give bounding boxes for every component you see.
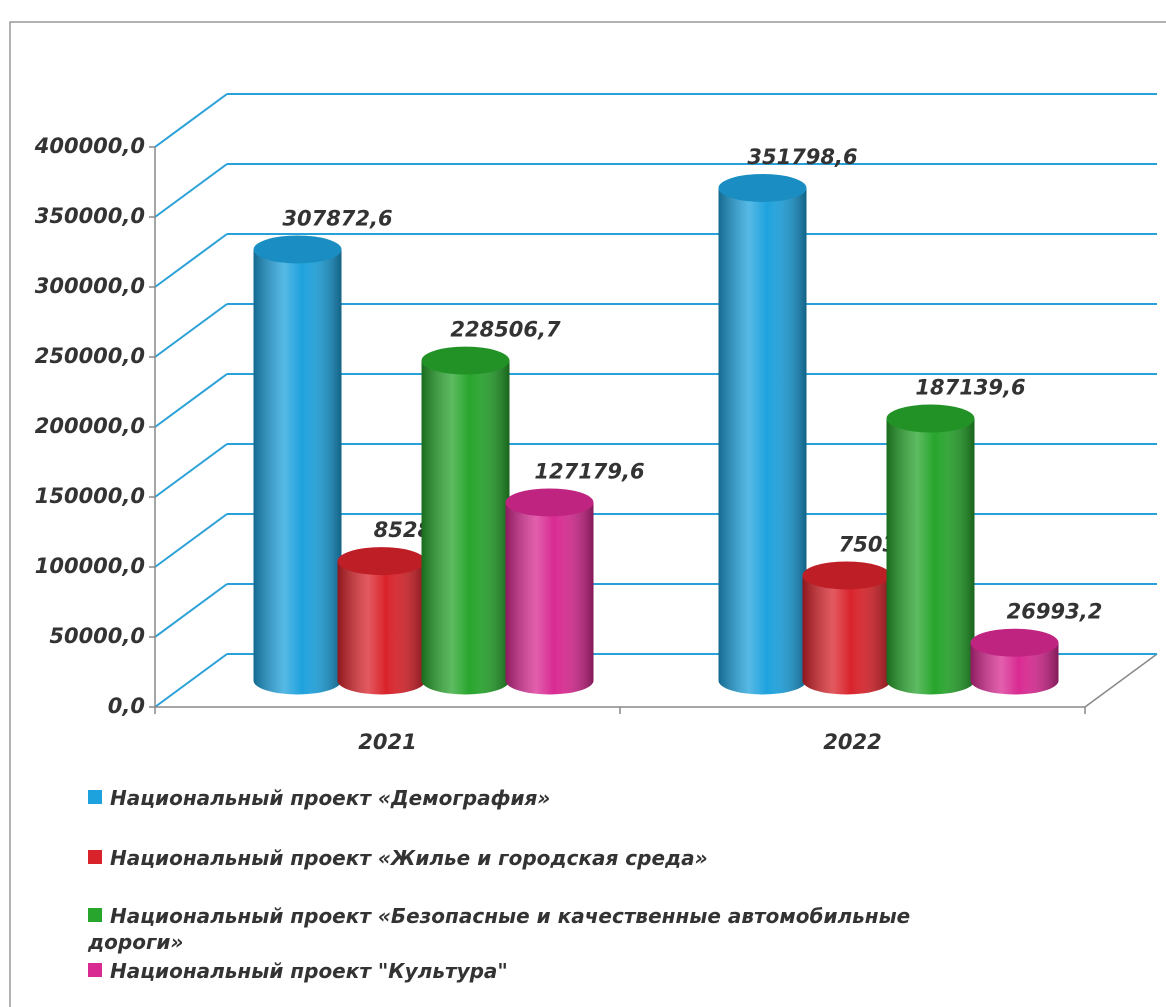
cylinder-top-shade bbox=[802, 561, 891, 590]
x-tick-label: 2022 bbox=[823, 730, 881, 754]
y-tick-label: 150000,0 bbox=[35, 484, 145, 508]
cylinder-shade bbox=[421, 360, 510, 695]
y-tick-label: 300000,0 bbox=[35, 274, 145, 298]
y-tick-label: 0,0 bbox=[108, 694, 145, 718]
grid-diagonal bbox=[154, 583, 228, 638]
cylinder-top bbox=[421, 346, 510, 375]
floor-edge bbox=[1084, 653, 1158, 708]
cylinder bbox=[337, 547, 426, 695]
value-label: 127179,6 bbox=[534, 459, 644, 483]
cylinder-top-shade bbox=[253, 235, 342, 264]
cylinder-top bbox=[802, 561, 891, 590]
value-label: 228506,7 bbox=[450, 318, 561, 342]
cylinder-top bbox=[253, 235, 342, 264]
grid-diagonal bbox=[154, 163, 228, 218]
legend-label: Национальный проект «Жилье и городская с… bbox=[110, 846, 708, 870]
legend-entry: Национальный проект "Культура" bbox=[88, 958, 968, 984]
legend-entry: Национальный проект «Безопасные и качест… bbox=[88, 903, 968, 955]
legend-swatch bbox=[88, 790, 102, 804]
value-label: 187139,6 bbox=[915, 376, 1025, 400]
cylinder-top-shade bbox=[505, 488, 594, 517]
cylinder-shade bbox=[802, 575, 891, 695]
grid-diagonal bbox=[154, 513, 228, 568]
cylinder-top-shade bbox=[718, 173, 807, 202]
cylinder-top bbox=[970, 628, 1059, 657]
grid-diagonal bbox=[154, 303, 228, 358]
legend-label: Национальный проект "Культура" bbox=[110, 959, 508, 983]
y-tick-label: 100000,0 bbox=[35, 554, 145, 578]
grid-diagonal bbox=[154, 93, 228, 148]
x-tick-label: 2021 bbox=[358, 730, 416, 754]
legend-entry: Национальный проект «Жилье и городская с… bbox=[88, 845, 968, 871]
y-tick-label: 350000,0 bbox=[35, 204, 145, 228]
cylinder-shade bbox=[970, 642, 1059, 695]
cylinder bbox=[718, 173, 807, 695]
y-tick-label: 200000,0 bbox=[35, 414, 145, 438]
grid-diagonal bbox=[154, 373, 228, 428]
cylinder-top-shade bbox=[886, 404, 975, 433]
legend-swatch bbox=[88, 963, 102, 977]
cylinder-top bbox=[337, 547, 426, 576]
value-label: 351798,6 bbox=[747, 145, 857, 169]
cylinder-shade bbox=[337, 561, 426, 695]
value-label: 26993,2 bbox=[1007, 600, 1103, 624]
legend-label: Национальный проект «Безопасные и качест… bbox=[88, 904, 911, 954]
legend-swatch bbox=[88, 850, 102, 864]
grid-diagonal bbox=[154, 653, 228, 708]
y-tick-label: 250000,0 bbox=[35, 344, 145, 368]
cylinder-top-shade bbox=[337, 547, 426, 576]
legend-entry: Национальный проект «Демография» bbox=[88, 785, 968, 811]
value-label: 307872,6 bbox=[282, 206, 392, 230]
cylinder-top bbox=[886, 404, 975, 433]
legend-swatch bbox=[88, 908, 102, 922]
y-tick-label: 400000,0 bbox=[34, 134, 145, 158]
frame bbox=[9, 21, 1166, 1007]
cylinder-top-shade bbox=[970, 628, 1059, 657]
cylinder-shade bbox=[886, 418, 975, 695]
cylinder-top bbox=[718, 173, 807, 202]
cylinder-shade bbox=[718, 187, 807, 695]
legend-label: Национальный проект «Демография» bbox=[110, 786, 551, 810]
grid-diagonal bbox=[154, 233, 228, 288]
cylinder-top-shade bbox=[421, 346, 510, 375]
cylinder bbox=[970, 628, 1059, 695]
cylinder-top bbox=[505, 488, 594, 517]
cylinder bbox=[802, 561, 891, 695]
grid-diagonal bbox=[154, 443, 228, 498]
cylinder bbox=[253, 235, 342, 695]
cylinder bbox=[421, 346, 510, 695]
cylinder-shade bbox=[505, 502, 594, 695]
cylinder bbox=[886, 404, 975, 695]
cylinder-shade bbox=[253, 249, 342, 695]
cylinder bbox=[505, 488, 594, 695]
y-tick-label: 50000,0 bbox=[49, 624, 145, 648]
